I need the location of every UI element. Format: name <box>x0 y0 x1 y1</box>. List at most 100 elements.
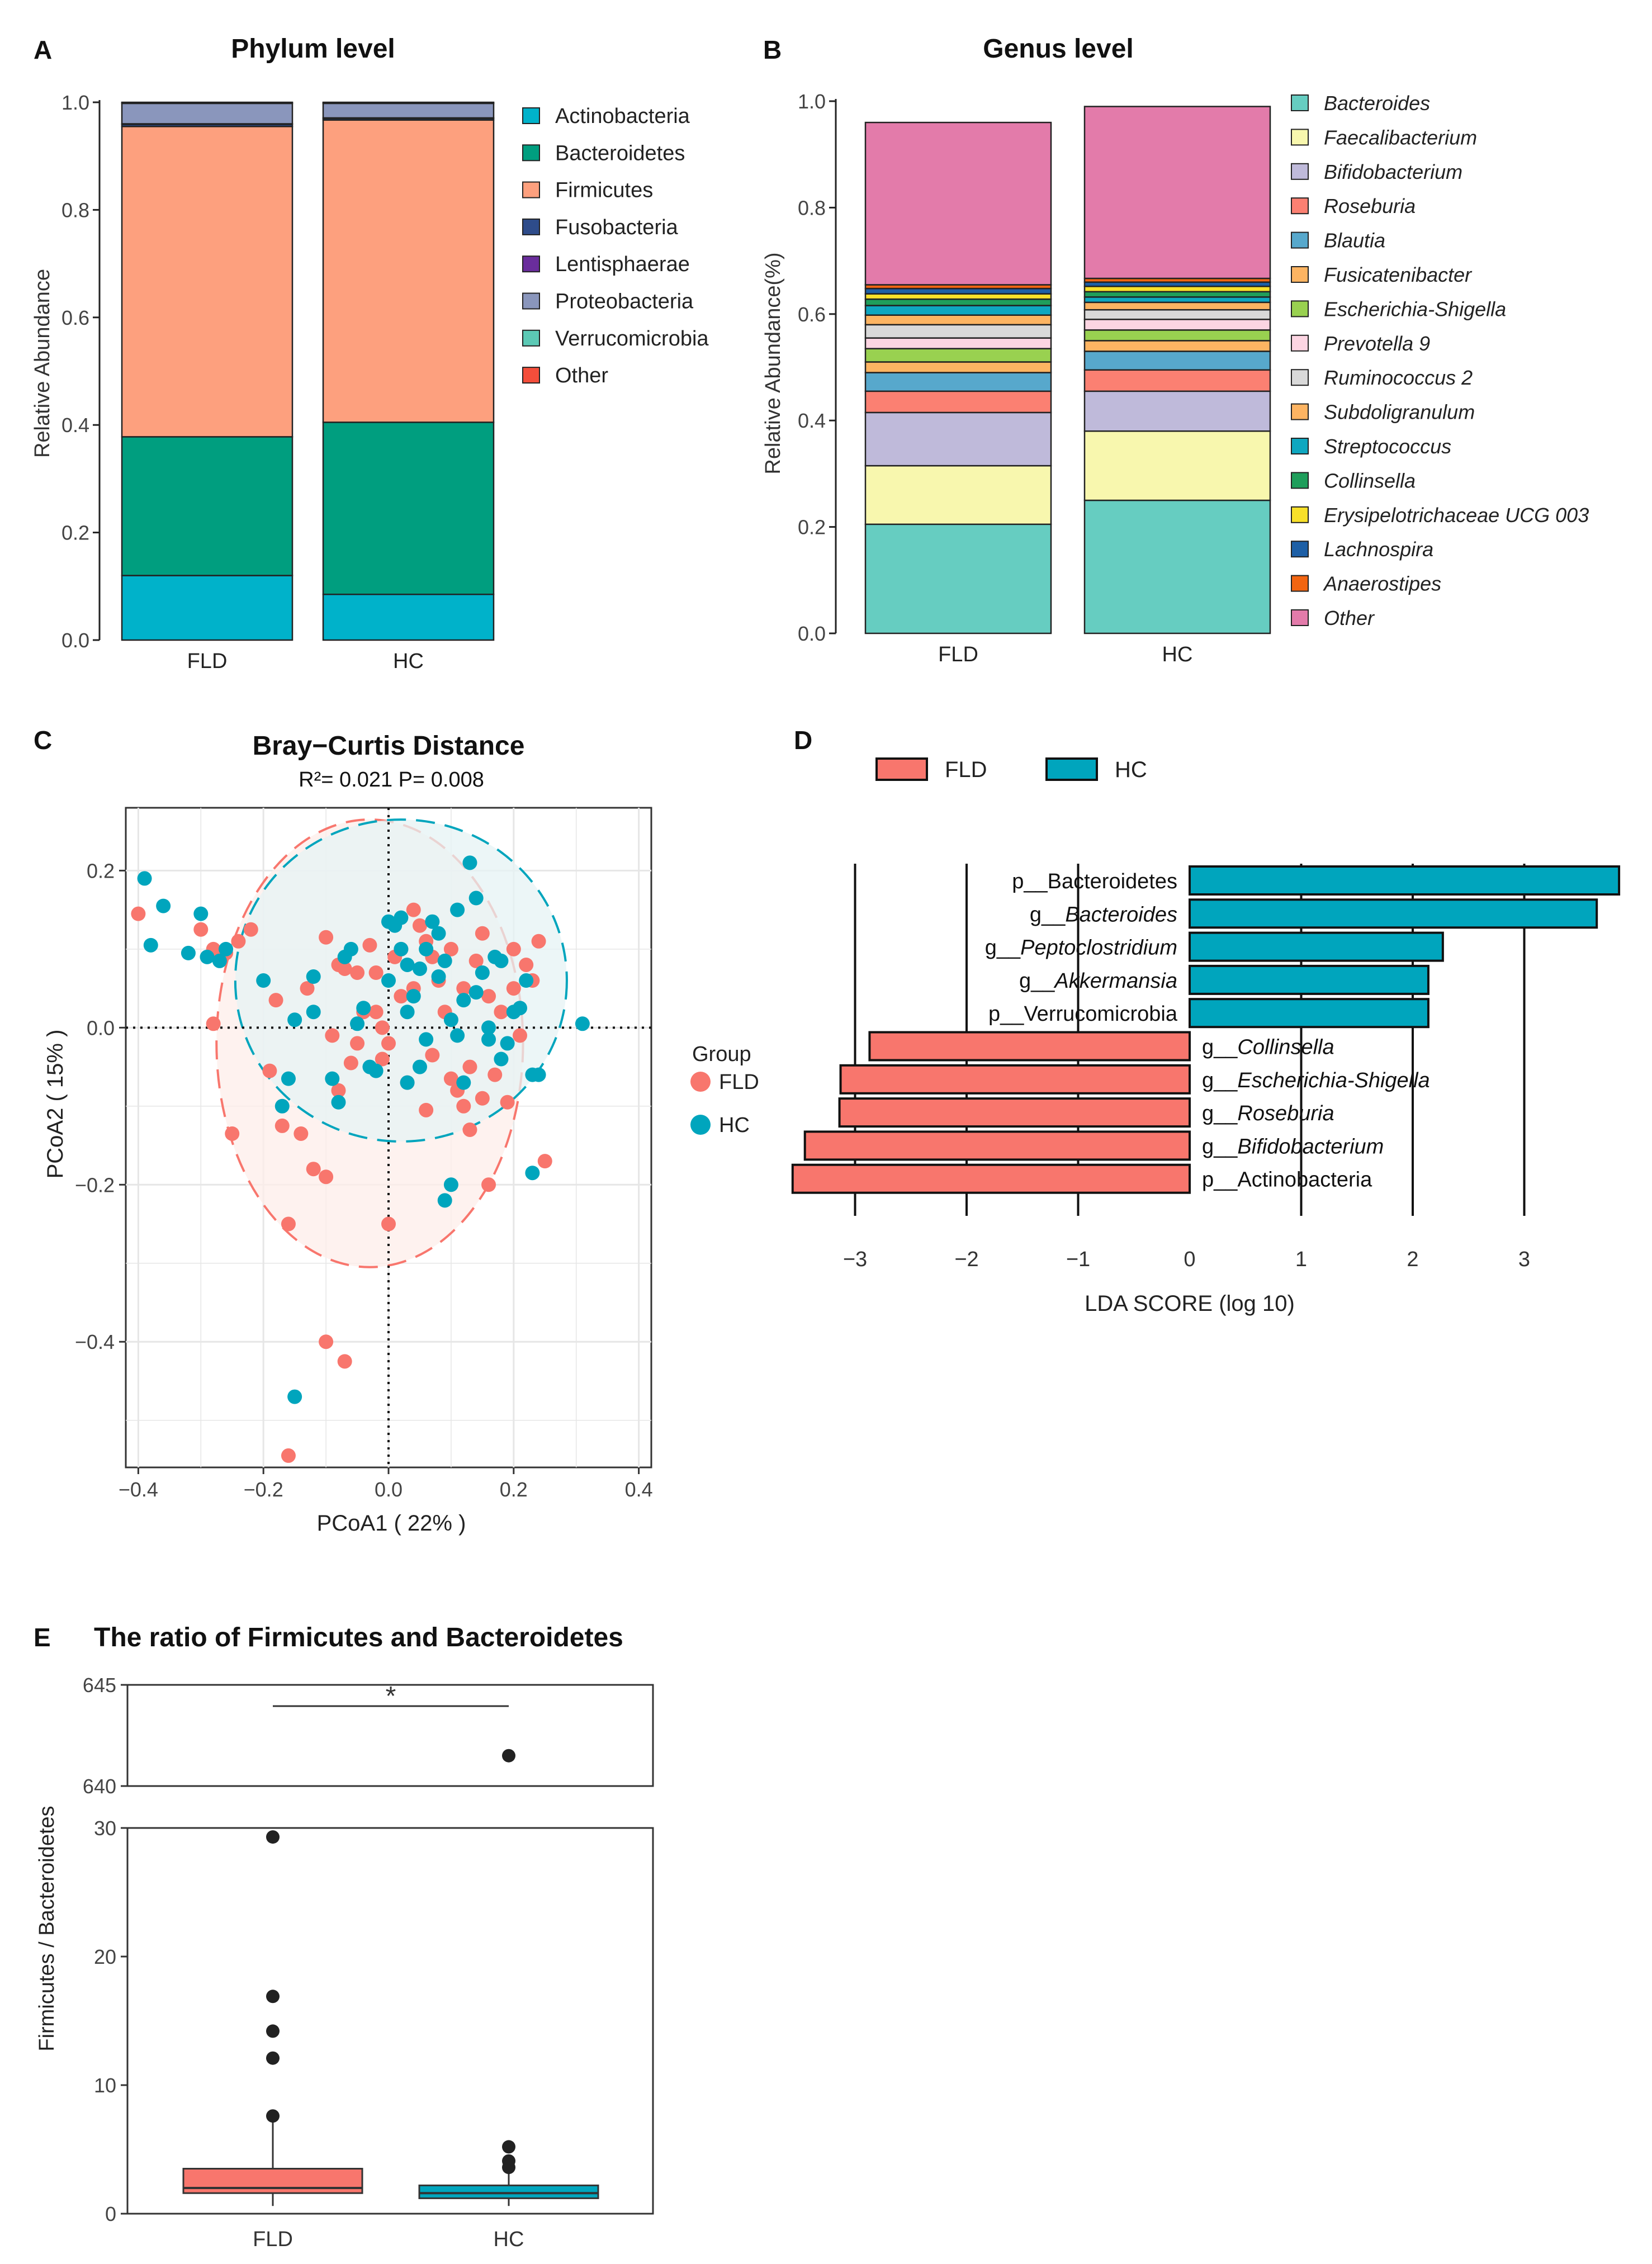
y-tick-label: 1.0 <box>61 91 89 114</box>
lda-label-taxon: Escherichia-Shigella <box>1237 1069 1429 1092</box>
point-hc <box>468 985 484 1000</box>
point-fld <box>443 1071 458 1086</box>
bar-segment-fld-bacteroides <box>864 523 1052 634</box>
panel-a-bars <box>121 101 495 641</box>
legend-label-prevotella-9: Prevotella 9 <box>1324 332 1430 355</box>
legend-label-bacteroides: Bacteroides <box>1324 92 1430 115</box>
bar-segment-fld-actinobacteria <box>121 575 294 641</box>
x-tick-label: 0.0 <box>375 1478 403 1501</box>
y-tick-label: 640 <box>83 1775 116 1798</box>
point-hc <box>281 1071 296 1086</box>
point-hc <box>437 1193 452 1208</box>
legend-label-bifidobacterium: Bifidobacterium <box>1324 160 1462 183</box>
panel-c-y-axis-label: PCoA2 ( 15% ) <box>43 1030 68 1179</box>
x-tick-label: 1 <box>1295 1248 1307 1271</box>
point-fld <box>368 965 384 980</box>
point-fld <box>231 934 246 949</box>
legend-label-firmicutes: Firmicutes <box>555 179 653 202</box>
lda-label-taxon: Bifidobacterium <box>1237 1135 1384 1158</box>
panel-d-legend-fld-label: FLD <box>945 757 987 782</box>
point-hc <box>481 1020 496 1035</box>
y-tick-label: 0.0 <box>798 622 826 645</box>
lda-label-prefix: g__ <box>985 936 1021 960</box>
panel-label-b: B <box>763 35 782 64</box>
legend-hc-swatch <box>690 1115 711 1135</box>
legend-swatch-anaerostipes <box>1291 575 1309 592</box>
legend-label-blautia: Blautia <box>1324 229 1385 252</box>
legend-swatch-actinobacteria <box>522 107 540 124</box>
point-fld <box>331 1083 346 1098</box>
outlier-fld <box>266 1990 280 2004</box>
x-tick-label-hc: HC <box>1162 643 1193 666</box>
legend-label-other: Other <box>1324 607 1375 629</box>
lda-bar-label-roseburia: g__Roseburia <box>1202 1102 1334 1125</box>
legend-label-actinobacteria: Actinobacteria <box>555 105 690 128</box>
legend-swatch-collinsella <box>1291 472 1309 489</box>
bar-segment-fld-streptococcus <box>864 305 1052 316</box>
legend-swatch-blautia <box>1291 231 1309 249</box>
x-tick-label-hc: HC <box>393 650 424 673</box>
legend-label-fusobacteria: Fusobacteria <box>555 216 679 239</box>
point-fld <box>325 1028 340 1043</box>
y-tick-label: 1.0 <box>798 90 826 113</box>
x-tick-label-hc: HC <box>494 2228 524 2251</box>
point-hc <box>219 941 234 956</box>
point-fld <box>500 1095 515 1110</box>
panel-label-e: E <box>34 1623 51 1652</box>
bar-segment-hc-prevotella-9 <box>1083 319 1271 331</box>
legend-swatch-subdoligranulum <box>1291 403 1309 420</box>
legend-swatch-escherichia-shigella <box>1291 300 1309 318</box>
legend-swatch-firmicutes <box>522 181 540 198</box>
point-fld <box>294 1126 309 1141</box>
x-tick-label: −3 <box>843 1248 867 1271</box>
outlier-hc <box>502 1749 515 1763</box>
bar-segment-hc-collinsella <box>1083 291 1271 298</box>
point-hc <box>443 1177 458 1192</box>
x-tick-label: −1 <box>1066 1248 1090 1271</box>
point-fld <box>281 1216 296 1232</box>
bar-segment-fld-firmicutes <box>121 126 294 438</box>
point-hc <box>519 973 534 988</box>
lda-bar-label-peptoclostridium: g__Peptoclostridium <box>985 936 1177 960</box>
bar-segment-fld-other <box>121 101 294 104</box>
panel-c-x-axis-label: PCoA1 ( 22% ) <box>317 1511 466 1536</box>
legend-swatch-ruminococcus-2 <box>1291 369 1309 386</box>
legend-label-escherichia-shigella: Escherichia-Shigella <box>1324 297 1506 320</box>
point-hc <box>412 1059 427 1074</box>
panel-c-legend-title: Group <box>692 1043 751 1066</box>
bar-segment-fld-blautia <box>864 372 1052 392</box>
y-tick-label: 0.6 <box>798 303 826 326</box>
y-tick-label: 0.8 <box>61 198 89 221</box>
panel-b-genus-chart: Genus level Relative Abundance(%) 0.0 0.2… <box>761 34 1589 666</box>
lda-bar-akkermansia <box>1189 964 1429 995</box>
bar-segment-fld-lachnospira <box>864 287 1052 295</box>
point-hc <box>394 910 409 925</box>
lda-label-taxon: Bacteroides <box>1065 903 1177 926</box>
y-tick-label: 0.2 <box>798 516 826 539</box>
lda-bar-verrucomicrobia <box>1189 998 1429 1029</box>
panel-b-legend: Bacteroides Faecalibacterium Bifidobacteri… <box>1291 92 1589 629</box>
point-hc <box>400 1075 415 1090</box>
bar-segment-fld-erysipelotrichaceae-ucg-003 <box>864 293 1052 300</box>
legend-swatch-fusicatenibacter <box>1291 266 1309 283</box>
lda-bar-collinsella <box>868 1031 1191 1062</box>
point-fld <box>300 981 315 996</box>
x-tick-label: −0.2 <box>244 1478 283 1501</box>
lda-bar-label-bacteroides: g__Bacteroides <box>1030 903 1177 926</box>
bar-segment-fld-faecalibacterium <box>864 465 1052 525</box>
legend-swatch-bacteroidetes <box>522 144 540 162</box>
point-hc <box>412 961 427 976</box>
legend-label-lachnospira: Lachnospira <box>1324 538 1433 561</box>
significance-marker: * <box>386 1682 396 1711</box>
bar-segment-fld-collinsella <box>864 298 1052 306</box>
bar-segment-hc-roseburia <box>1083 369 1271 392</box>
point-fld <box>537 1154 552 1169</box>
legend-label-fusicatenibacter: Fusicatenibacter <box>1324 263 1473 286</box>
legend-swatch-lachnospira <box>1291 541 1309 558</box>
point-fld <box>406 902 421 917</box>
point-fld <box>274 1118 290 1133</box>
point-fld <box>481 989 496 1004</box>
point-hc <box>513 1001 527 1016</box>
lda-bar-bacteroidetes <box>1189 865 1621 896</box>
panel-b-y-axis-label: Relative Abundance(%) <box>761 252 785 474</box>
